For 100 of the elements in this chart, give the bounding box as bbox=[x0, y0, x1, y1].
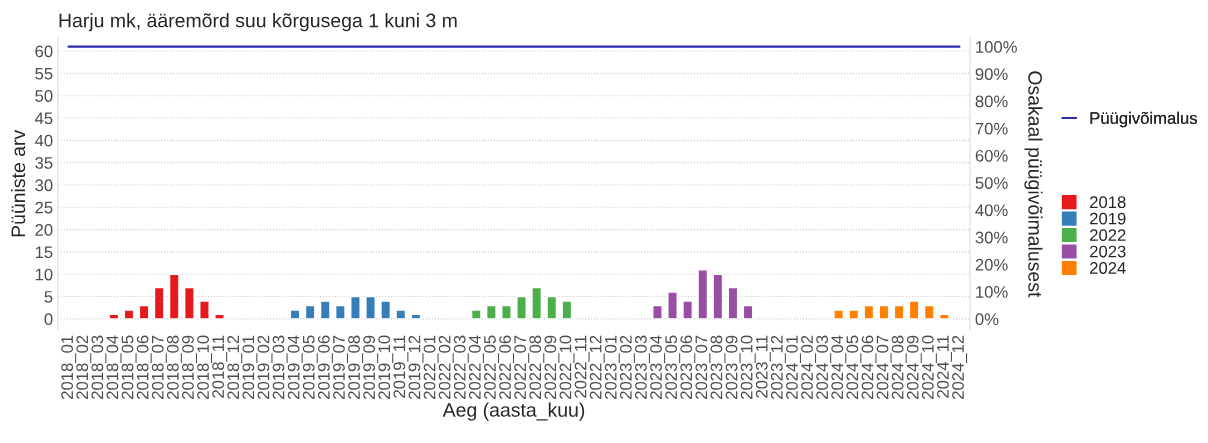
bar bbox=[727, 286, 739, 320]
x-tick-label: 2018_01 bbox=[61, 335, 77, 399]
bar bbox=[410, 313, 422, 320]
bar bbox=[138, 304, 150, 320]
y2-tick-label: 20% bbox=[975, 258, 1008, 271]
x-tick-label: 2024_11 bbox=[937, 335, 952, 398]
y-tick-label: 15 bbox=[35, 246, 53, 259]
x-tick-label: 2024_01 bbox=[786, 335, 801, 399]
x-tick-label: 2023_09 bbox=[725, 335, 741, 399]
bar bbox=[893, 304, 905, 320]
bar bbox=[199, 300, 210, 320]
x-tick-label: 2018_12 bbox=[227, 335, 243, 399]
bar bbox=[682, 300, 694, 320]
y2-tick-label: 70% bbox=[975, 122, 1008, 135]
y2-tick-label: 40% bbox=[975, 204, 1008, 217]
legend-label: 2024 bbox=[1090, 262, 1126, 274]
x-tick-label: 2023_07 bbox=[695, 335, 711, 399]
x-tick-label: 2023_11 bbox=[755, 335, 771, 398]
bar bbox=[319, 300, 331, 320]
bar bbox=[531, 286, 543, 320]
x-tick-label: 2024_02 bbox=[801, 335, 817, 399]
bar bbox=[833, 309, 845, 320]
x-tick-label: 2024_04 bbox=[831, 335, 847, 399]
x-tick-label: 2024_12 bbox=[952, 335, 968, 399]
bar bbox=[395, 309, 407, 320]
x-tick-label: 2019_01 bbox=[242, 335, 258, 399]
y-tick-label: 40 bbox=[34, 134, 53, 147]
bar bbox=[923, 304, 935, 320]
x-tick-label: 2022_12 bbox=[589, 335, 605, 399]
bar bbox=[289, 309, 301, 320]
x-axis-title: Aeg (aasta_kuu) bbox=[442, 402, 585, 421]
x-tick-label: 2022_04 bbox=[468, 335, 484, 399]
x-tick-label: 2023_02 bbox=[619, 335, 635, 399]
x-tick-label: 2019_07 bbox=[333, 335, 348, 399]
legend-label: 2018 bbox=[1090, 196, 1126, 209]
x-tick-label: 2019_04 bbox=[287, 335, 303, 399]
y2-tick-label: 0% bbox=[975, 313, 999, 326]
x-tick-label: 2022_10 bbox=[559, 335, 575, 399]
x-tick-label: 2024_06 bbox=[861, 335, 877, 399]
bar bbox=[848, 309, 860, 320]
y2-tick-label: 60% bbox=[975, 149, 1008, 162]
x-tick-label: 2022_05 bbox=[484, 335, 499, 399]
x-tick-label: 2022_02 bbox=[438, 335, 454, 399]
x-tick-label: 2019_11 bbox=[393, 335, 409, 398]
x-tick-label: 2023_12 bbox=[770, 335, 786, 399]
bar bbox=[108, 313, 120, 320]
x-tick-label: 2019_10 bbox=[378, 335, 394, 399]
x-tick-label: 2018_08 bbox=[166, 335, 182, 399]
y-tick-label: 55 bbox=[35, 67, 53, 80]
x-tick-label: 2019_06 bbox=[317, 335, 333, 399]
x-tick-label: 2022_09 bbox=[544, 335, 560, 399]
x-tick-label: 2024_07 bbox=[876, 335, 892, 399]
y2-tick-label: 90% bbox=[975, 68, 1008, 81]
x-tick-label: 2019_08 bbox=[348, 335, 364, 399]
y2-tick-label: 80% bbox=[975, 95, 1008, 108]
x-tick-label: 2019_05 bbox=[302, 335, 318, 399]
x-tick-label: 2022_08 bbox=[529, 335, 545, 399]
bar bbox=[938, 313, 950, 320]
legend-label: 2022 bbox=[1090, 229, 1126, 241]
bar bbox=[863, 304, 875, 320]
y-tick-label: 60 bbox=[35, 45, 53, 58]
x-tick-label: 2018_10 bbox=[197, 335, 213, 399]
x-tick-label: 2018_09 bbox=[182, 335, 197, 399]
bar bbox=[183, 286, 195, 320]
bar bbox=[304, 304, 316, 320]
bar bbox=[153, 286, 165, 320]
bar bbox=[561, 300, 573, 320]
y2-tick-label: 10% bbox=[976, 286, 1008, 298]
legend-label: 2023 bbox=[1090, 245, 1126, 258]
y2-tick-label: 30% bbox=[975, 231, 1008, 244]
bar bbox=[878, 304, 890, 320]
x-tick-label: 2024_08 bbox=[891, 335, 907, 399]
y2-tick-label: 100% bbox=[976, 41, 1017, 53]
bar bbox=[350, 295, 361, 320]
x-tick-label: 2022_07 bbox=[514, 335, 530, 399]
x-tick-label: 2023_08 bbox=[710, 335, 726, 399]
y-tick-label: 25 bbox=[35, 201, 53, 214]
bar bbox=[501, 304, 512, 320]
x-tick-label: 2023_04 bbox=[650, 335, 666, 399]
bar bbox=[742, 304, 754, 320]
bar bbox=[334, 304, 346, 320]
bar bbox=[470, 309, 482, 320]
y-tick-label: 45 bbox=[34, 112, 53, 125]
x-tick-label: 2018_02 bbox=[76, 335, 92, 399]
legend-label: 2019 bbox=[1090, 212, 1126, 225]
x-tick-label: 2023_01 bbox=[604, 335, 620, 399]
x-tick-label: 2023_10 bbox=[740, 335, 756, 399]
x-tick-label: 2022_11 bbox=[574, 335, 590, 398]
y-tick-label: 0 bbox=[44, 313, 53, 326]
y-tick-label: 35 bbox=[35, 157, 53, 169]
bar bbox=[516, 295, 527, 320]
x-tick-label: 2024_09 bbox=[906, 335, 922, 399]
bar bbox=[380, 300, 392, 320]
x-tick-label: 2019_03 bbox=[272, 335, 288, 399]
x-tick-label: 2022_03 bbox=[453, 335, 469, 399]
x-tick-label: 2023_03 bbox=[635, 335, 650, 399]
x-tick-label: 2023_05 bbox=[665, 335, 681, 399]
y-tick-label: 50 bbox=[35, 90, 53, 102]
bar bbox=[712, 273, 724, 320]
bar bbox=[365, 295, 376, 320]
